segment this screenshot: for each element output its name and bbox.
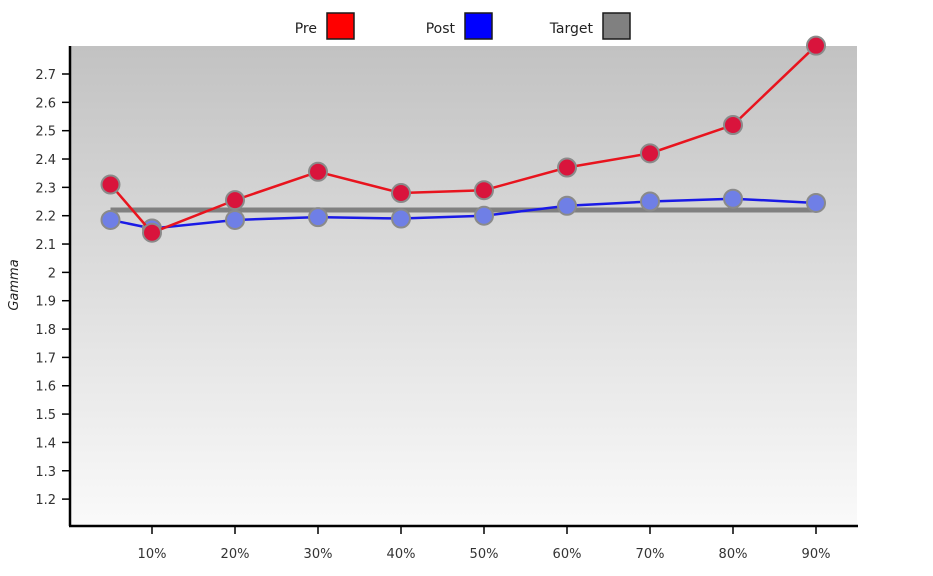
y-tick-label: 1.3 — [35, 465, 56, 480]
series-pre — [100, 35, 826, 243]
post-point — [308, 207, 328, 228]
pre-point — [723, 115, 743, 136]
pre-point — [225, 190, 245, 211]
post-point — [100, 209, 121, 230]
x-tick-label: 50% — [470, 547, 499, 562]
y-tick-label: 2.3 — [35, 181, 56, 196]
post-point — [391, 208, 411, 229]
y-tick-label: 1.5 — [35, 408, 56, 423]
pre-point — [142, 222, 162, 243]
pre-point — [640, 143, 660, 164]
pre-point — [308, 161, 328, 182]
x-tick-label: 70% — [636, 547, 665, 562]
post-point — [806, 192, 826, 213]
y-axis-ticks: 1.2 1.3 1.4 1.5 1.6 1.7 1.8 1.9 2 2.1 2.2 2.3 2.4 2.5… — [35, 68, 70, 508]
y-tick-label: 2.1 — [35, 238, 56, 253]
y-tick-label: 1.6 — [35, 380, 56, 395]
x-tick-label: 80% — [719, 547, 748, 562]
legend-swatch-target — [602, 12, 631, 40]
post-point — [557, 195, 577, 216]
pre-point — [557, 157, 577, 178]
post-point — [225, 209, 245, 230]
y-tick-label: 1.4 — [35, 436, 56, 451]
y-tick-label: 2.5 — [35, 125, 56, 140]
y-tick-label: 2.4 — [35, 153, 56, 168]
post-line — [110, 197, 817, 230]
y-tick-label: 2 — [48, 266, 56, 281]
x-tick-label: 10% — [138, 547, 167, 562]
x-axis-ticks: 10% 20% 30% 40% 50% 60% 70% 80% 90% — [138, 526, 831, 562]
y-tick-label: 2.7 — [35, 68, 56, 83]
y-tick-label: 1.8 — [35, 323, 56, 338]
legend-swatch-post — [464, 12, 493, 40]
y-tick-label: 1.2 — [35, 493, 56, 508]
post-point — [640, 191, 660, 212]
y-axis-label: Gamma — [7, 259, 22, 310]
legend-label-post: Post — [426, 21, 456, 37]
pre-point — [474, 180, 494, 201]
pre-point — [100, 174, 121, 195]
series-post — [100, 188, 826, 239]
legend-label-pre: Pre — [295, 21, 317, 37]
x-tick-label: 90% — [802, 547, 831, 562]
post-point — [723, 188, 743, 209]
pre-line — [109, 44, 817, 235]
legend: Pre Post Target — [295, 12, 631, 40]
pre-point — [391, 183, 411, 204]
x-tick-label: 60% — [553, 547, 582, 562]
legend-label-target: Target — [549, 21, 594, 37]
x-tick-label: 20% — [221, 547, 250, 562]
x-tick-label: 30% — [304, 547, 333, 562]
y-tick-label: 1.7 — [35, 351, 56, 366]
post-point — [474, 205, 494, 226]
x-tick-label: 40% — [387, 547, 416, 562]
y-tick-label: 2.6 — [35, 96, 56, 111]
pre-point — [806, 35, 826, 56]
y-tick-label: 2.2 — [35, 210, 56, 225]
y-tick-label: 1.9 — [35, 295, 56, 310]
legend-swatch-pre — [326, 12, 355, 40]
